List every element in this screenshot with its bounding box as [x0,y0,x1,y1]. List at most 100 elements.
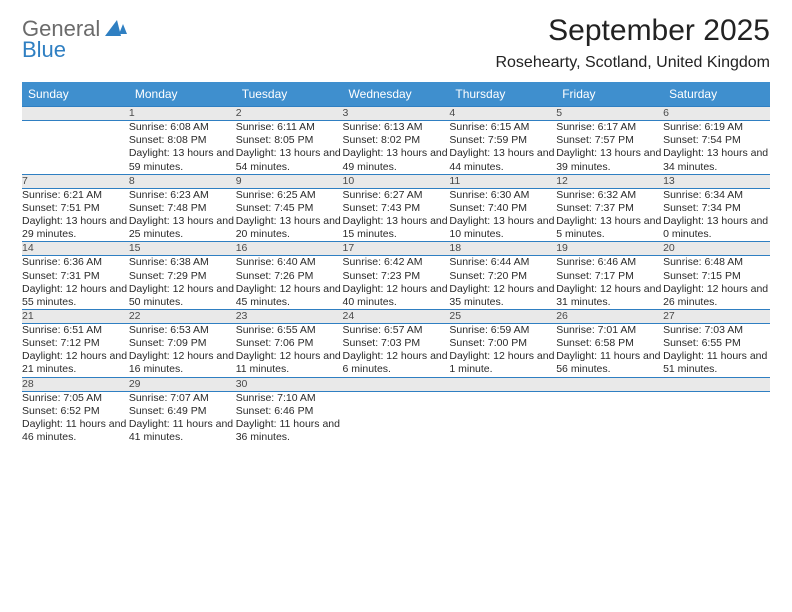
daynum-row: 123456 [22,107,770,121]
day-details: Sunrise: 6:27 AMSunset: 7:43 PMDaylight:… [343,188,450,242]
day-details: Sunrise: 6:40 AMSunset: 7:26 PMDaylight:… [236,256,343,310]
sunset-text: Sunset: 7:57 PM [556,134,663,147]
day-number: 24 [343,309,450,323]
sunset-text: Sunset: 6:49 PM [129,405,236,418]
day-details: Sunrise: 6:08 AMSunset: 8:08 PMDaylight:… [129,121,236,175]
day-details: Sunrise: 6:32 AMSunset: 7:37 PMDaylight:… [556,188,663,242]
details-row: Sunrise: 6:21 AMSunset: 7:51 PMDaylight:… [22,188,770,242]
day-number: 25 [449,309,556,323]
day-details [556,391,663,444]
day-number: 22 [129,309,236,323]
sunset-text: Sunset: 6:46 PM [236,405,343,418]
day-number: 7 [22,174,129,188]
day-number: 13 [663,174,770,188]
day-details: Sunrise: 6:17 AMSunset: 7:57 PMDaylight:… [556,121,663,175]
sunrise-text: Sunrise: 6:48 AM [663,256,770,269]
logo-word2: Blue [22,39,127,61]
sunrise-text: Sunrise: 6:42 AM [343,256,450,269]
daylight-text: Daylight: 11 hours and 36 minutes. [236,418,343,444]
day-details: Sunrise: 6:46 AMSunset: 7:17 PMDaylight:… [556,256,663,310]
details-row: Sunrise: 6:36 AMSunset: 7:31 PMDaylight:… [22,256,770,310]
daylight-text: Daylight: 13 hours and 44 minutes. [449,147,556,173]
daylight-text: Daylight: 13 hours and 34 minutes. [663,147,770,173]
daylight-text: Daylight: 13 hours and 10 minutes. [449,215,556,241]
sunset-text: Sunset: 6:55 PM [663,337,770,350]
sunset-text: Sunset: 7:45 PM [236,202,343,215]
logo-text-wrap: General Blue [22,18,127,61]
sunset-text: Sunset: 6:52 PM [22,405,129,418]
day-number: 30 [236,377,343,391]
weekday-header: Monday [129,82,236,107]
sunrise-text: Sunrise: 6:51 AM [22,324,129,337]
day-number [663,377,770,391]
day-number: 28 [22,377,129,391]
day-details [449,391,556,444]
sunrise-text: Sunrise: 7:10 AM [236,392,343,405]
day-number: 15 [129,242,236,256]
page: General Blue September 2025 Rosehearty, … [0,0,792,454]
sunset-text: Sunset: 7:00 PM [449,337,556,350]
day-details: Sunrise: 6:21 AMSunset: 7:51 PMDaylight:… [22,188,129,242]
weekday-header-row: Sunday Monday Tuesday Wednesday Thursday… [22,82,770,107]
day-details: Sunrise: 6:55 AMSunset: 7:06 PMDaylight:… [236,324,343,378]
daylight-text: Daylight: 13 hours and 25 minutes. [129,215,236,241]
daylight-text: Daylight: 12 hours and 26 minutes. [663,283,770,309]
weekday-header: Saturday [663,82,770,107]
day-details: Sunrise: 6:34 AMSunset: 7:34 PMDaylight:… [663,188,770,242]
day-number [449,377,556,391]
sunrise-text: Sunrise: 6:30 AM [449,189,556,202]
daynum-row: 14151617181920 [22,242,770,256]
day-number [22,107,129,121]
daylight-text: Daylight: 13 hours and 54 minutes. [236,147,343,173]
day-details: Sunrise: 6:36 AMSunset: 7:31 PMDaylight:… [22,256,129,310]
day-number: 1 [129,107,236,121]
sunset-text: Sunset: 7:37 PM [556,202,663,215]
weekday-header: Wednesday [343,82,450,107]
day-details: Sunrise: 6:51 AMSunset: 7:12 PMDaylight:… [22,324,129,378]
day-details: Sunrise: 7:07 AMSunset: 6:49 PMDaylight:… [129,391,236,444]
daylight-text: Daylight: 12 hours and 21 minutes. [22,350,129,376]
day-number: 9 [236,174,343,188]
daylight-text: Daylight: 12 hours and 11 minutes. [236,350,343,376]
day-number: 12 [556,174,663,188]
sunrise-text: Sunrise: 6:59 AM [449,324,556,337]
sunset-text: Sunset: 7:17 PM [556,270,663,283]
day-number: 21 [22,309,129,323]
day-details: Sunrise: 6:30 AMSunset: 7:40 PMDaylight:… [449,188,556,242]
day-number: 2 [236,107,343,121]
day-number: 10 [343,174,450,188]
daylight-text: Daylight: 13 hours and 29 minutes. [22,215,129,241]
sunset-text: Sunset: 7:29 PM [129,270,236,283]
day-number: 8 [129,174,236,188]
day-details: Sunrise: 6:48 AMSunset: 7:15 PMDaylight:… [663,256,770,310]
sunset-text: Sunset: 8:08 PM [129,134,236,147]
sunset-text: Sunset: 7:06 PM [236,337,343,350]
calendar-table: Sunday Monday Tuesday Wednesday Thursday… [22,82,770,444]
day-number: 20 [663,242,770,256]
sunrise-text: Sunrise: 6:32 AM [556,189,663,202]
daylight-text: Daylight: 12 hours and 40 minutes. [343,283,450,309]
sunset-text: Sunset: 7:43 PM [343,202,450,215]
sunrise-text: Sunrise: 6:38 AM [129,256,236,269]
daylight-text: Daylight: 13 hours and 20 minutes. [236,215,343,241]
daylight-text: Daylight: 12 hours and 16 minutes. [129,350,236,376]
daylight-text: Daylight: 12 hours and 45 minutes. [236,283,343,309]
daynum-row: 21222324252627 [22,309,770,323]
day-details: Sunrise: 6:19 AMSunset: 7:54 PMDaylight:… [663,121,770,175]
sunrise-text: Sunrise: 6:11 AM [236,121,343,134]
sunrise-text: Sunrise: 6:15 AM [449,121,556,134]
day-details: Sunrise: 6:59 AMSunset: 7:00 PMDaylight:… [449,324,556,378]
day-number: 16 [236,242,343,256]
day-details: Sunrise: 7:05 AMSunset: 6:52 PMDaylight:… [22,391,129,444]
daylight-text: Daylight: 11 hours and 41 minutes. [129,418,236,444]
sunrise-text: Sunrise: 6:13 AM [343,121,450,134]
sunset-text: Sunset: 7:09 PM [129,337,236,350]
sunrise-text: Sunrise: 6:17 AM [556,121,663,134]
day-number: 17 [343,242,450,256]
day-details: Sunrise: 7:03 AMSunset: 6:55 PMDaylight:… [663,324,770,378]
daylight-text: Daylight: 12 hours and 1 minute. [449,350,556,376]
weekday-header: Tuesday [236,82,343,107]
sunset-text: Sunset: 7:26 PM [236,270,343,283]
day-details: Sunrise: 6:23 AMSunset: 7:48 PMDaylight:… [129,188,236,242]
daylight-text: Daylight: 13 hours and 0 minutes. [663,215,770,241]
